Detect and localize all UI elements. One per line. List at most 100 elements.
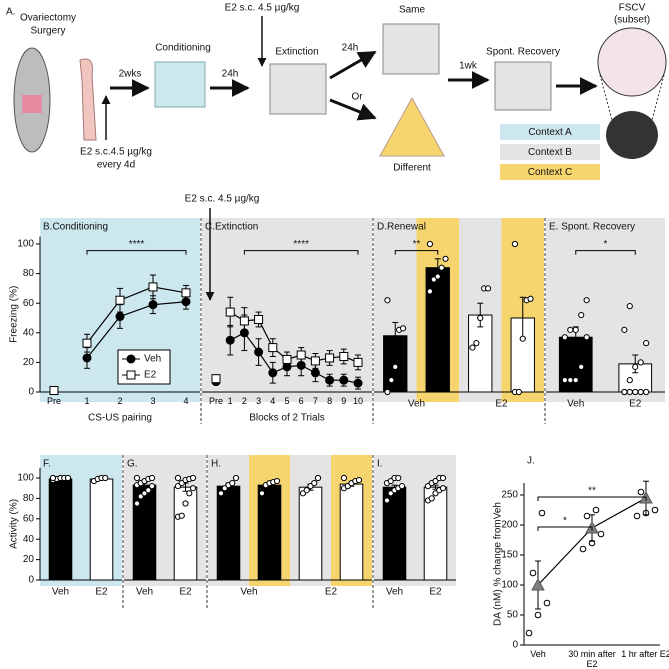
x-tick-label: 1 hr after E2 <box>621 649 669 659</box>
x-tick-label-box: 10 <box>352 396 363 406</box>
data-point <box>102 474 109 482</box>
data-point <box>388 377 395 384</box>
series-line <box>591 497 647 529</box>
panel-title: F. <box>43 459 51 470</box>
data-point <box>561 334 568 341</box>
significance-bracket <box>394 250 439 255</box>
y-tick-label: 100 <box>17 473 34 484</box>
bar <box>257 484 282 581</box>
x-tick-label-box: 8 <box>327 396 333 406</box>
x-tick-label: 7 <box>312 396 318 406</box>
y-tick-label: 0 <box>28 387 34 398</box>
y-tick-label: 60 <box>23 513 35 524</box>
x-tick-label-box: 5 <box>284 396 290 406</box>
x-tick-label-box: 4 <box>183 396 189 406</box>
data-point <box>626 388 633 396</box>
x-tick-label: E2 <box>179 587 192 598</box>
significance-label: ** <box>588 486 596 497</box>
data-point <box>232 474 240 482</box>
bar <box>298 486 323 581</box>
context-label: Context B <box>528 147 572 158</box>
x-tick-label-box: 1 hr after E2 <box>621 649 669 659</box>
x-tick-label: 1 <box>227 396 233 406</box>
data-point <box>186 490 193 497</box>
data-point <box>189 474 197 482</box>
arrow <box>329 50 377 80</box>
series-line <box>86 316 121 359</box>
data-point <box>583 334 590 341</box>
marker <box>126 370 136 380</box>
data-point <box>398 483 406 490</box>
panel-title: C.Extinction <box>205 222 258 233</box>
marker <box>310 356 320 366</box>
marker <box>49 386 59 396</box>
y-axis-label: DA (nM) % change fromVeh <box>493 502 504 626</box>
x-tick-label: Veh <box>386 587 403 598</box>
x-tick-label: 4 <box>183 396 189 406</box>
x-tick-label-box: 4 <box>270 396 275 406</box>
x-axis-label: CS-US pairing <box>88 413 152 424</box>
data-point <box>538 509 546 517</box>
bar <box>339 483 364 581</box>
data-point <box>597 530 605 538</box>
x-tick-label: 8 <box>327 396 333 406</box>
incision-icon <box>22 95 42 113</box>
data-point <box>314 474 322 482</box>
x-tick-label: 5 <box>284 396 290 406</box>
x-tick-label-box: 1 <box>227 396 233 406</box>
chronic-label: E2 s.c.4.5 µg/kg <box>80 147 152 158</box>
x-tick-label: 1 <box>84 396 90 406</box>
data-point <box>439 485 447 492</box>
marker <box>82 353 92 363</box>
series-line <box>119 304 154 318</box>
data-point <box>637 388 644 396</box>
data-point <box>583 297 590 304</box>
data-point <box>626 303 633 310</box>
marker <box>254 314 264 324</box>
x-tick-label: 10 <box>352 396 363 406</box>
data-point <box>621 388 628 396</box>
data-point <box>273 477 281 485</box>
marker <box>148 300 158 310</box>
data-point <box>148 483 156 490</box>
data-point <box>567 377 574 384</box>
step-label: Different <box>393 163 431 174</box>
data-point <box>384 297 391 304</box>
marker <box>268 368 278 378</box>
data-point <box>651 506 659 514</box>
same-box <box>382 23 440 75</box>
panel-title: J. <box>527 456 535 467</box>
marker <box>353 378 363 388</box>
y-tick-label: 100 <box>501 580 518 591</box>
x-tick-label-box: 6 <box>299 396 304 406</box>
y-tick-label: 40 <box>23 534 35 545</box>
marker <box>339 351 349 361</box>
x-tick-label-box: 7 <box>312 396 318 406</box>
x-tick-label-box: Pre <box>47 396 61 406</box>
y-tick-label: 0 <box>28 575 34 586</box>
fscv-label: FSCV <box>619 3 646 14</box>
bar <box>48 478 73 581</box>
data-point <box>303 487 310 494</box>
context-swatch <box>500 144 600 160</box>
marker <box>310 368 320 378</box>
data-point <box>583 512 591 520</box>
x-tick-label: E2 <box>495 399 508 410</box>
x-tick-label: 30 min after E2 <box>568 649 616 669</box>
bar <box>425 267 450 393</box>
significance-label: **** <box>129 239 145 250</box>
marker <box>325 353 335 363</box>
data-point <box>384 388 391 396</box>
data-point <box>426 240 434 248</box>
data-point <box>633 512 641 520</box>
y-tick-label: 100 <box>17 239 34 250</box>
data-point <box>178 512 185 519</box>
data-point <box>428 495 435 502</box>
data-point <box>439 474 447 482</box>
conditioning-box <box>154 61 206 108</box>
step-label: Same <box>399 5 426 16</box>
interval-label: 24h <box>342 43 359 54</box>
bar <box>132 484 157 581</box>
data-point <box>632 363 639 370</box>
